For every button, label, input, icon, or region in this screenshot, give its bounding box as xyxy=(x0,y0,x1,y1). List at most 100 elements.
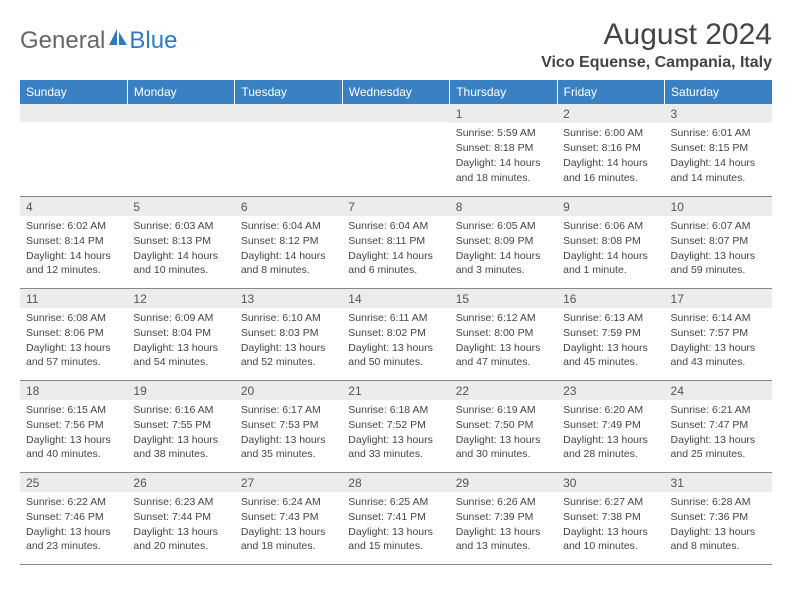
daylight-text: Daylight: 13 hours and 54 minutes. xyxy=(133,341,228,369)
sunset-text: Sunset: 7:44 PM xyxy=(133,510,228,524)
day-number: 9 xyxy=(557,197,664,216)
daylight-text: Daylight: 13 hours and 23 minutes. xyxy=(26,525,121,553)
calendar-day-cell xyxy=(342,104,449,196)
daylight-text: Daylight: 13 hours and 20 minutes. xyxy=(133,525,228,553)
day-info: Sunrise: 6:23 AMSunset: 7:44 PMDaylight:… xyxy=(127,492,234,558)
location-label: Vico Equense, Campania, Italy xyxy=(541,54,772,72)
day-number: 31 xyxy=(665,473,772,492)
brand-logo: General Blue xyxy=(20,18,177,56)
sunset-text: Sunset: 7:46 PM xyxy=(26,510,121,524)
sunrise-text: Sunrise: 6:05 AM xyxy=(456,219,551,233)
day-number: 16 xyxy=(557,289,664,308)
day-info: Sunrise: 6:17 AMSunset: 7:53 PMDaylight:… xyxy=(235,400,342,466)
sunrise-text: Sunrise: 6:18 AM xyxy=(348,403,443,417)
calendar-day-cell: 22 Sunrise: 6:19 AMSunset: 7:50 PMDayligh… xyxy=(450,380,557,472)
day-number: 5 xyxy=(127,197,234,216)
sunrise-text: Sunrise: 6:23 AM xyxy=(133,495,228,509)
day-number: 2 xyxy=(557,104,664,123)
daylight-text: Daylight: 13 hours and 47 minutes. xyxy=(456,341,551,369)
day-number: 21 xyxy=(342,381,449,400)
daylight-text: Daylight: 14 hours and 18 minutes. xyxy=(456,156,551,184)
sunset-text: Sunset: 7:56 PM xyxy=(26,418,121,432)
daylight-text: Daylight: 13 hours and 8 minutes. xyxy=(671,525,766,553)
sunset-text: Sunset: 7:41 PM xyxy=(348,510,443,524)
daylight-text: Daylight: 13 hours and 28 minutes. xyxy=(563,433,658,461)
sunrise-text: Sunrise: 6:16 AM xyxy=(133,403,228,417)
brand-part2: Blue xyxy=(129,27,177,55)
calendar-day-cell: 8Sunrise: 6:05 AMSunset: 8:09 PMDaylight… xyxy=(450,196,557,288)
calendar-day-cell: 28Sunrise: 6:25 AMSunset: 7:41 PMDayligh… xyxy=(342,472,449,564)
day-info: Sunrise: 6:04 AMSunset: 8:11 PMDaylight:… xyxy=(342,216,449,282)
calendar-day-cell: 27Sunrise: 6:24 AMSunset: 7:43 PMDayligh… xyxy=(235,472,342,564)
daylight-text: Daylight: 13 hours and 15 minutes. xyxy=(348,525,443,553)
calendar-day-cell: 14Sunrise: 6:11 AMSunset: 8:02 PMDayligh… xyxy=(342,288,449,380)
daylight-text: Daylight: 13 hours and 45 minutes. xyxy=(563,341,658,369)
day-info: Sunrise: 6:09 AMSunset: 8:04 PMDaylight:… xyxy=(127,308,234,374)
sunset-text: Sunset: 8:13 PM xyxy=(133,234,228,248)
sunset-text: Sunset: 7:53 PM xyxy=(241,418,336,432)
calendar-day-cell: 13Sunrise: 6:10 AMSunset: 8:03 PMDayligh… xyxy=(235,288,342,380)
calendar-day-cell: 26Sunrise: 6:23 AMSunset: 7:44 PMDayligh… xyxy=(127,472,234,564)
daylight-text: Daylight: 13 hours and 13 minutes. xyxy=(456,525,551,553)
sunrise-text: Sunrise: 5:59 AM xyxy=(456,126,551,140)
day-info: Sunrise: 6:10 AMSunset: 8:03 PMDaylight:… xyxy=(235,308,342,374)
sunrise-text: Sunrise: 6:08 AM xyxy=(26,311,121,325)
sunrise-text: Sunrise: 6:19 AM xyxy=(456,403,551,417)
calendar-week-row: 11Sunrise: 6:08 AMSunset: 8:06 PMDayligh… xyxy=(20,288,772,380)
weekday-header: Tuesday xyxy=(235,80,342,104)
sunset-text: Sunset: 8:06 PM xyxy=(26,326,121,340)
sunset-text: Sunset: 8:14 PM xyxy=(26,234,121,248)
daylight-text: Daylight: 13 hours and 18 minutes. xyxy=(241,525,336,553)
calendar-day-cell: 1Sunrise: 5:59 AMSunset: 8:18 PMDaylight… xyxy=(450,104,557,196)
daylight-text: Daylight: 13 hours and 30 minutes. xyxy=(456,433,551,461)
sunset-text: Sunset: 7:50 PM xyxy=(456,418,551,432)
daylight-text: Daylight: 13 hours and 52 minutes. xyxy=(241,341,336,369)
calendar-day-cell: 16Sunrise: 6:13 AMSunset: 7:59 PMDayligh… xyxy=(557,288,664,380)
day-info: Sunrise: 6:26 AMSunset: 7:39 PMDaylight:… xyxy=(450,492,557,558)
day-number: 8 xyxy=(450,197,557,216)
day-number: 27 xyxy=(235,473,342,492)
sunset-text: Sunset: 7:52 PM xyxy=(348,418,443,432)
weekday-header-row: SundayMondayTuesdayWednesdayThursdayFrid… xyxy=(20,80,772,104)
day-info: Sunrise: 6:22 AMSunset: 7:46 PMDaylight:… xyxy=(20,492,127,558)
day-number: 12 xyxy=(127,289,234,308)
sunset-text: Sunset: 7:39 PM xyxy=(456,510,551,524)
calendar-day-cell: 18Sunrise: 6:15 AMSunset: 7:56 PMDayligh… xyxy=(20,380,127,472)
day-number: 4 xyxy=(20,197,127,216)
page-header: General Blue August 2024 Vico Equense, C… xyxy=(20,18,772,74)
weekday-header: Saturday xyxy=(665,80,772,104)
sunset-text: Sunset: 8:08 PM xyxy=(563,234,658,248)
day-number: 7 xyxy=(342,197,449,216)
day-number: 18 xyxy=(20,381,127,400)
day-number: 23 xyxy=(557,381,664,400)
calendar-day-cell: 24Sunrise: 6:21 AMSunset: 7:47 PMDayligh… xyxy=(665,380,772,472)
calendar-day-cell: 17Sunrise: 6:14 AMSunset: 7:57 PMDayligh… xyxy=(665,288,772,380)
sunset-text: Sunset: 8:04 PM xyxy=(133,326,228,340)
calendar-day-cell xyxy=(20,104,127,196)
sunrise-text: Sunrise: 6:26 AM xyxy=(456,495,551,509)
title-block: August 2024 Vico Equense, Campania, Ital… xyxy=(541,18,772,74)
sunrise-text: Sunrise: 6:27 AM xyxy=(563,495,658,509)
sunrise-text: Sunrise: 6:09 AM xyxy=(133,311,228,325)
day-info: Sunrise: 5:59 AMSunset: 8:18 PMDaylight:… xyxy=(450,123,557,189)
day-number: 6 xyxy=(235,197,342,216)
day-number xyxy=(235,104,342,122)
day-number: 13 xyxy=(235,289,342,308)
day-info: Sunrise: 6:16 AMSunset: 7:55 PMDaylight:… xyxy=(127,400,234,466)
sunrise-text: Sunrise: 6:02 AM xyxy=(26,219,121,233)
calendar-day-cell: 2Sunrise: 6:00 AMSunset: 8:16 PMDaylight… xyxy=(557,104,664,196)
sunset-text: Sunset: 8:00 PM xyxy=(456,326,551,340)
sunset-text: Sunset: 8:03 PM xyxy=(241,326,336,340)
calendar-day-cell: 20Sunrise: 6:17 AMSunset: 7:53 PMDayligh… xyxy=(235,380,342,472)
day-info: Sunrise: 6:11 AMSunset: 8:02 PMDaylight:… xyxy=(342,308,449,374)
day-info: Sunrise: 6:14 AMSunset: 7:57 PMDaylight:… xyxy=(665,308,772,374)
day-info: Sunrise: 6:28 AMSunset: 7:36 PMDaylight:… xyxy=(665,492,772,558)
month-title: August 2024 xyxy=(541,18,772,52)
day-number: 29 xyxy=(450,473,557,492)
day-number: 22 xyxy=(450,381,557,400)
calendar-table: SundayMondayTuesdayWednesdayThursdayFrid… xyxy=(20,80,772,565)
calendar-week-row: 1Sunrise: 5:59 AMSunset: 8:18 PMDaylight… xyxy=(20,104,772,196)
calendar-day-cell: 4Sunrise: 6:02 AMSunset: 8:14 PMDaylight… xyxy=(20,196,127,288)
day-info: Sunrise: 6:00 AMSunset: 8:16 PMDaylight:… xyxy=(557,123,664,189)
sunset-text: Sunset: 7:55 PM xyxy=(133,418,228,432)
